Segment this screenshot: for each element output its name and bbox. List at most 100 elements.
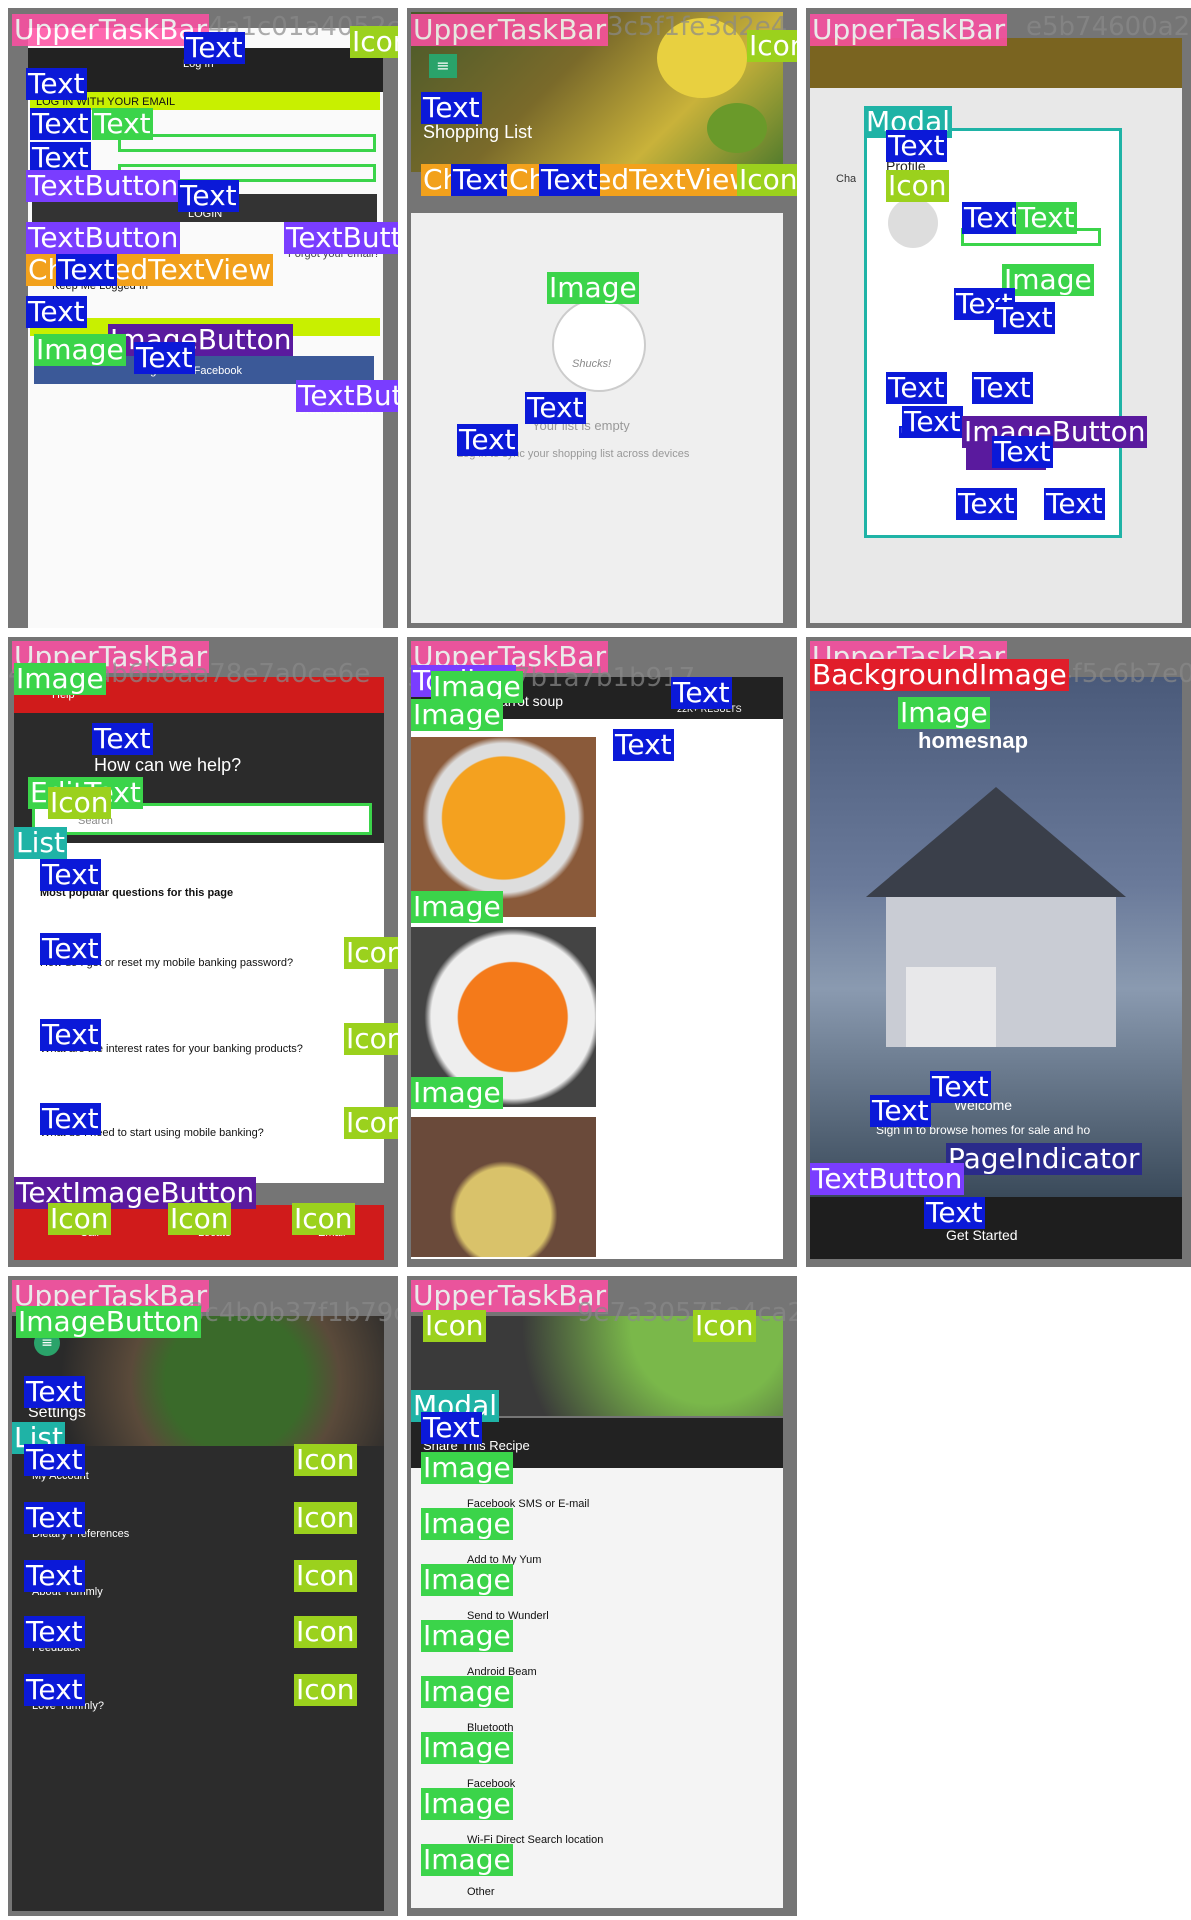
label-image-button-3: ImageButton	[962, 415, 1148, 448]
share-item-4[interactable]: Android Beam	[467, 1666, 537, 1678]
label-text-3f: Text	[992, 435, 1053, 468]
label-image-3: Image	[1002, 263, 1094, 296]
label-text-settings: Text	[24, 1375, 85, 1408]
label-image-logo: Image	[898, 696, 990, 729]
results-count: 22K+ RESULTS	[677, 704, 742, 714]
panel-shopping-list: ≡ Shopping List Shucks! Your list is emp…	[407, 8, 797, 628]
label-text-keep: Text	[56, 253, 117, 286]
label-text-side: Text	[613, 728, 674, 761]
label-icon-avatar: Icon	[886, 169, 949, 202]
label-edit-name: Text	[1016, 201, 1077, 234]
label-image-soup-3: Image	[411, 1076, 503, 1109]
label-text-fb: Text	[134, 341, 195, 374]
label-text-empty: Text	[525, 391, 586, 424]
house-roof	[866, 787, 1126, 897]
garage-door	[906, 967, 996, 1047]
label-background-image: BackgroundImage	[810, 658, 1069, 691]
label-icon-i4: Icon	[294, 1615, 357, 1648]
label-icon-email: Icon	[292, 1202, 355, 1235]
label-icon-i1: Icon	[294, 1443, 357, 1476]
share-item-5[interactable]: Bluetooth	[467, 1722, 514, 1734]
label-icon-8a: Icon	[423, 1309, 486, 1342]
label-text-button-create: TextButton	[296, 380, 398, 412]
label-upper-task-bar-3: UpperTaskBar	[810, 13, 1008, 46]
label-image-soup-2: Image	[411, 890, 503, 923]
share-item-2[interactable]: Add to My Yum	[467, 1554, 542, 1566]
get-started-button[interactable]: Get Started	[946, 1227, 1018, 1243]
label-text-sync: Text	[457, 423, 518, 456]
label-text-button-forgot: TextButton	[284, 222, 398, 254]
label-icon-i3: Icon	[294, 1559, 357, 1592]
shucks-image	[552, 298, 646, 392]
label-list-help: List	[14, 826, 67, 859]
label-text-profile: Text	[886, 129, 947, 162]
get-started-area	[810, 1197, 1182, 1259]
soup-image-3[interactable]	[411, 1117, 596, 1257]
label-image-s4: Image	[421, 1619, 513, 1652]
label-text-q3: Text	[40, 1102, 101, 1135]
label-text-3c: Text	[886, 371, 947, 404]
hash-p3: e5b74600a2	[1026, 12, 1191, 42]
label-text-results: Text	[671, 676, 732, 709]
label-icon-q1: Icon	[344, 937, 398, 969]
label-text-q2: Text	[40, 1018, 101, 1051]
label-text-share-title: Text	[421, 1411, 482, 1444]
label-text-a: Text	[451, 163, 512, 196]
question-2[interactable]: What are the interest rates for your ban…	[40, 1043, 303, 1055]
label-text-i3: Text	[24, 1559, 85, 1592]
share-item-6[interactable]: Facebook	[467, 1778, 516, 1790]
label-image-s1: Image	[421, 1451, 513, 1484]
share-item-7[interactable]: Wi-Fi Direct Search location	[467, 1834, 604, 1846]
panel-help: Help How can we help? Search Most popula…	[8, 637, 398, 1267]
label-text-button-2: TextButton	[26, 221, 181, 254]
label-upper-task-bar-8: UpperTaskBar	[411, 1279, 609, 1312]
label-text-title-2: Text	[421, 91, 482, 124]
label-image-toolbar: Image	[431, 670, 523, 703]
label-text-button-6: TextButton	[810, 1162, 965, 1195]
label-text-i1: Text	[24, 1443, 85, 1476]
share-item-1[interactable]: Facebook SMS or E-mail	[467, 1498, 590, 1510]
label-icon-2b: Icon	[737, 164, 797, 196]
panel-login: Log In LOG IN WITH YOUR EMAIL LOGIN Forg…	[8, 8, 398, 628]
label-text-get-started: Text	[924, 1196, 985, 1229]
shucks-text: Shucks!	[572, 358, 612, 370]
label-text-login: Text	[178, 179, 239, 212]
soup-image-1[interactable]	[411, 737, 596, 917]
email-field[interactable]	[118, 134, 376, 152]
hash-p8: 9e7a30575e4ca2a1b43	[577, 1298, 797, 1328]
label-edit-email: Text	[92, 107, 153, 140]
lemon-image	[657, 18, 747, 98]
label-text-3e: Text	[902, 405, 963, 438]
label-text-login-title: Text	[184, 31, 245, 64]
chat-text: Cha	[836, 173, 857, 185]
label-text-3g: Text	[956, 487, 1017, 520]
label-text-help: Text	[92, 722, 153, 755]
settings-title: Settings	[28, 1404, 86, 1421]
label-text-name: Text	[962, 201, 1023, 234]
label-text-i4: Text	[24, 1615, 85, 1648]
homesnap-logo: homesnap	[918, 729, 1029, 753]
menu-icon[interactable]: ≡	[429, 54, 457, 78]
label-upper-task-bar-2: UpperTaskBar	[411, 13, 609, 46]
label-icon: Icon	[350, 26, 398, 58]
label-icon-i5: Icon	[294, 1673, 357, 1706]
avatar[interactable]	[888, 198, 938, 248]
label-icon-locate: Icon	[168, 1202, 231, 1235]
label-icon-i2: Icon	[294, 1501, 357, 1534]
label-text-b: Text	[539, 163, 600, 196]
question-1[interactable]: How do I get or reset my mobile banking …	[40, 957, 294, 969]
label-image-help: Image	[14, 662, 106, 695]
label-icon-8b: Icon	[693, 1309, 756, 1342]
lime-image	[707, 103, 767, 153]
label-icon-q3: Icon	[344, 1107, 398, 1139]
label-text-heading: Text	[26, 67, 87, 100]
label-icon-search: Icon	[48, 786, 111, 819]
label-upper-task-bar: UpperTaskBar	[12, 13, 210, 46]
label-text-email: Text	[30, 107, 91, 140]
share-item-3[interactable]: Send to Wunderl	[467, 1610, 549, 1622]
share-item-8[interactable]: Other	[467, 1886, 495, 1898]
label-text-i5: Text	[24, 1673, 85, 1706]
panel-share-recipe: Share This Recipe Facebook SMS or E-mail…	[407, 1276, 797, 1916]
label-text-popular: Text	[40, 858, 101, 891]
label-image-s7: Image	[421, 1787, 513, 1820]
